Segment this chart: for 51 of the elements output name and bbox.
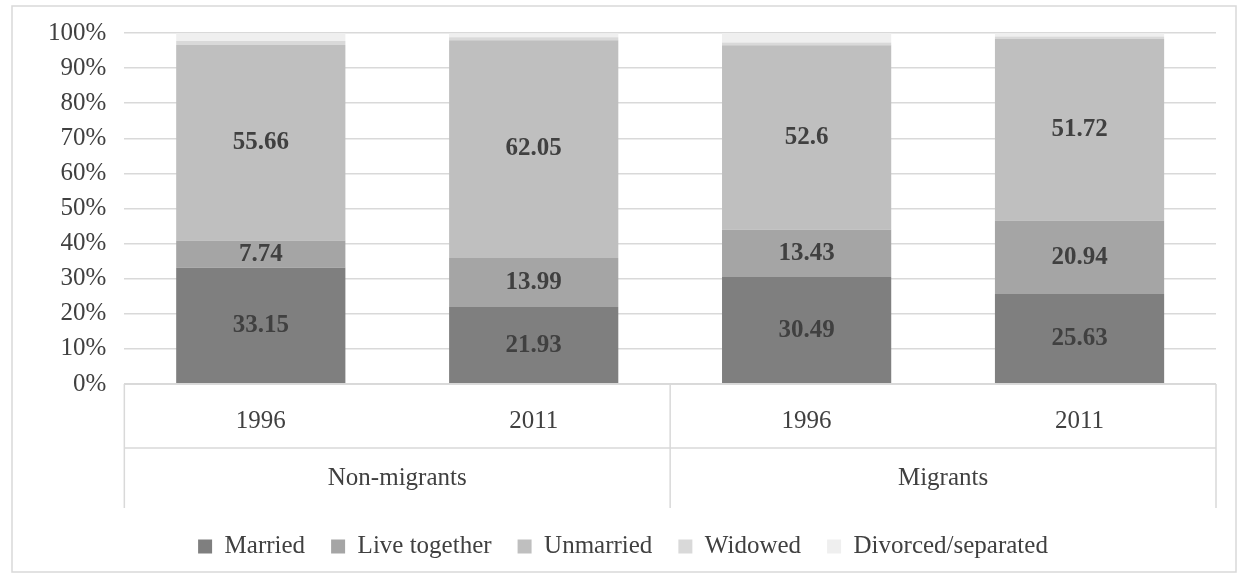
y-tick-label: 90% (60, 52, 107, 80)
bar (449, 37, 619, 41)
bar (176, 267, 346, 384)
legend-label: Live together (357, 531, 493, 559)
bar (176, 45, 346, 241)
bar (449, 307, 619, 384)
data-label: 55.66 (232, 127, 289, 155)
bar (722, 45, 892, 230)
y-tick-label: 40% (60, 228, 107, 256)
data-label: 33.15 (232, 309, 289, 337)
bar (722, 229, 892, 277)
data-label: 62.05 (505, 133, 562, 161)
data-label: 21.93 (505, 329, 562, 357)
y-tick-label: 60% (60, 157, 107, 185)
y-tick-label: 80% (60, 87, 107, 115)
y-tick-label: 100% (48, 17, 107, 45)
data-label: 13.43 (778, 237, 835, 265)
bar (994, 220, 1165, 295)
legend-label: Married (224, 531, 306, 559)
y-tick-label: 50% (60, 193, 107, 221)
y-tick-label: 20% (60, 298, 107, 326)
y-tick-label: 0% (73, 368, 107, 396)
bar (994, 294, 1165, 384)
data-label: 52.6 (784, 121, 829, 149)
data-label: 20.94 (1051, 241, 1109, 269)
bar (722, 33, 892, 43)
bar (449, 40, 619, 258)
x-tick-label: 2011 (1055, 405, 1105, 433)
data-label: 51.72 (1051, 114, 1108, 142)
data-label: 30.49 (778, 314, 835, 342)
text: Migrants (897, 462, 989, 490)
y-tick-label: 30% (60, 263, 107, 291)
data-label: 13.99 (505, 266, 562, 294)
legend-label: Unmarried (544, 531, 653, 559)
bar (722, 276, 892, 384)
bar (176, 240, 346, 268)
data-label: 25.63 (1051, 323, 1108, 351)
bar (176, 40, 346, 46)
bar (449, 257, 619, 308)
x-tick-label: 1996 (235, 405, 286, 433)
data-label: 7.74 (238, 238, 284, 266)
y-tick-label: 70% (60, 122, 107, 150)
legend-label: Divorced/separated (853, 531, 1049, 559)
bar (176, 33, 346, 41)
text: Non-migrants (327, 462, 467, 490)
y-tick-label: 10% (60, 333, 107, 361)
legend-label: Widowed (704, 531, 802, 559)
x-tick-label: 1996 (781, 405, 832, 433)
bar (722, 42, 892, 46)
x-tick-label: 2011 (509, 405, 559, 433)
bar (994, 39, 1165, 221)
